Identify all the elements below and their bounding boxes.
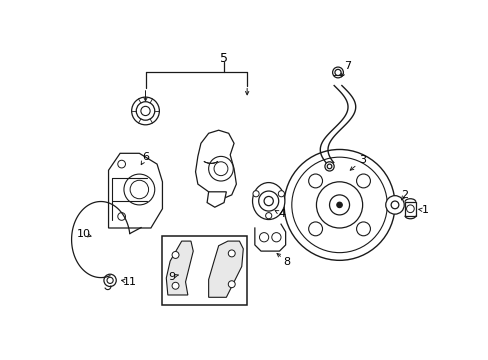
Circle shape xyxy=(118,160,125,168)
Text: 7: 7 xyxy=(343,61,350,71)
Text: 9: 9 xyxy=(168,271,175,282)
Polygon shape xyxy=(166,241,193,295)
Circle shape xyxy=(278,191,284,197)
Circle shape xyxy=(104,274,116,287)
Polygon shape xyxy=(208,241,243,297)
Circle shape xyxy=(228,281,235,288)
Circle shape xyxy=(406,205,413,213)
Text: 10: 10 xyxy=(77,229,91,239)
Circle shape xyxy=(252,191,259,197)
Circle shape xyxy=(214,162,227,176)
Circle shape xyxy=(141,106,150,116)
Circle shape xyxy=(136,102,154,120)
Polygon shape xyxy=(108,153,162,228)
Polygon shape xyxy=(195,130,236,199)
Circle shape xyxy=(265,213,271,219)
Text: 4: 4 xyxy=(278,209,285,219)
Circle shape xyxy=(258,191,278,211)
Circle shape xyxy=(284,149,394,260)
Circle shape xyxy=(332,67,343,78)
Circle shape xyxy=(259,233,268,242)
Text: 8: 8 xyxy=(283,257,290,267)
Circle shape xyxy=(385,195,404,214)
Circle shape xyxy=(324,162,333,171)
Circle shape xyxy=(326,164,331,169)
Circle shape xyxy=(208,156,233,181)
Circle shape xyxy=(356,174,370,188)
Text: 3: 3 xyxy=(358,155,366,165)
Circle shape xyxy=(316,182,362,228)
Circle shape xyxy=(308,222,322,236)
Circle shape xyxy=(123,174,154,205)
Circle shape xyxy=(131,97,159,125)
Text: 2: 2 xyxy=(401,190,408,200)
Circle shape xyxy=(356,222,370,236)
Circle shape xyxy=(130,180,148,199)
Bar xyxy=(404,202,415,216)
Circle shape xyxy=(336,202,342,208)
Circle shape xyxy=(390,201,398,209)
Circle shape xyxy=(172,282,179,289)
Circle shape xyxy=(264,197,273,206)
Text: 11: 11 xyxy=(123,277,137,287)
Circle shape xyxy=(334,69,341,76)
Circle shape xyxy=(308,174,322,188)
Circle shape xyxy=(118,213,125,220)
Circle shape xyxy=(107,277,113,283)
Text: 6: 6 xyxy=(142,152,149,162)
Circle shape xyxy=(271,233,281,242)
Circle shape xyxy=(291,157,386,253)
Circle shape xyxy=(172,252,179,258)
Text: 1: 1 xyxy=(422,205,428,215)
Bar xyxy=(162,236,246,305)
Text: 5: 5 xyxy=(220,52,227,65)
Circle shape xyxy=(228,250,235,257)
Polygon shape xyxy=(207,192,226,207)
Circle shape xyxy=(329,195,349,215)
Ellipse shape xyxy=(252,183,285,220)
